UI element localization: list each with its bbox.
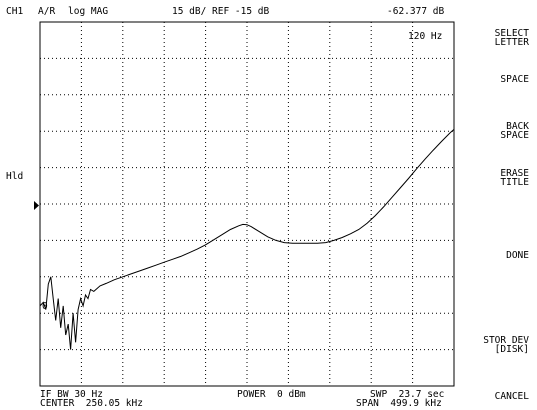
graticule-grid xyxy=(40,22,454,386)
channel-label: CH1 xyxy=(6,6,24,17)
marker-value: -62.377 dB xyxy=(387,6,445,17)
graticule-border xyxy=(39,21,455,387)
scale-label: 15 dB/ REF -15 dB xyxy=(172,6,270,17)
softkey-store-device[interactable]: STOR DEV [DISK] xyxy=(483,335,529,355)
format-label: log MAG xyxy=(68,6,109,17)
softkey-back-space[interactable]: BACK SPACE xyxy=(500,121,529,141)
softkey-cancel[interactable]: CANCEL xyxy=(494,391,529,402)
softkey-erase-title[interactable]: ERASE TITLE xyxy=(500,168,529,188)
marker-frequency: 120 Hz xyxy=(408,31,443,42)
frequency-span: SPAN 499.9 kHz xyxy=(356,398,442,409)
sweep-time: SWP 23.7 sec xyxy=(370,389,445,400)
source-power: POWER 0 dBm xyxy=(237,389,306,400)
marker-label: 0 xyxy=(42,301,48,312)
softkey-done[interactable]: DONE xyxy=(506,250,529,261)
hold-indicator: Hld xyxy=(6,171,24,182)
measurement-trace xyxy=(39,129,455,350)
softkey-space[interactable]: SPACE xyxy=(500,74,529,85)
softkey-select-letter[interactable]: SELECT LETTER xyxy=(494,28,529,48)
measurement-label: A/R xyxy=(38,6,56,17)
center-frequency: CENTER 250.05 kHz xyxy=(40,398,143,409)
if-bandwidth: IF BW 30 Hz xyxy=(40,389,103,400)
triangle-right-icon xyxy=(34,201,39,210)
